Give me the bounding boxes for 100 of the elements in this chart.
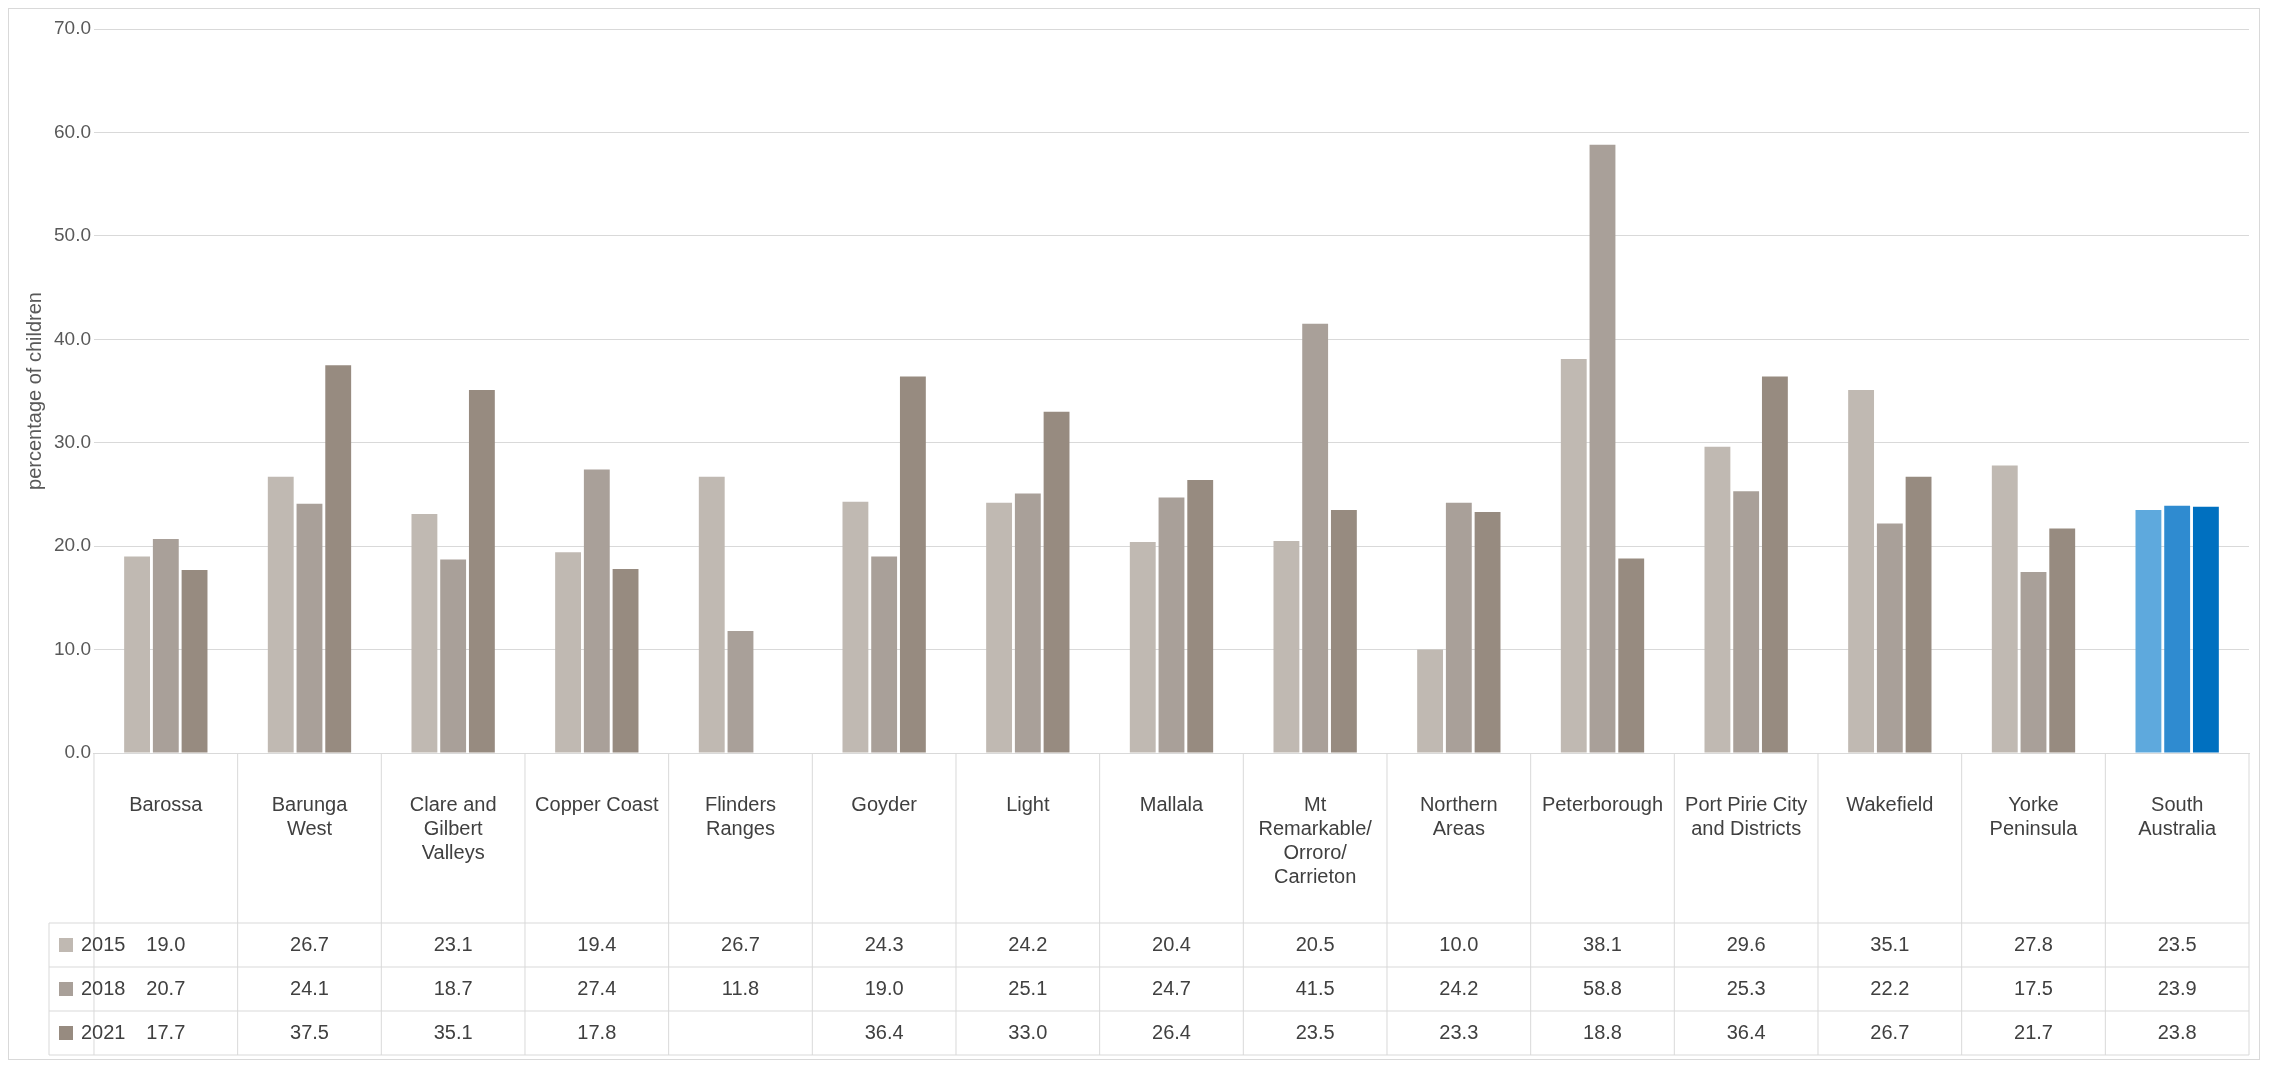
data-label: 26.7 [290,932,329,955]
y-tick-label: 10.0 [54,637,91,659]
data-label: 25.1 [1008,976,1048,999]
x-tick-label: Barossa [129,792,204,815]
y-tick-label: 50.0 [54,224,91,246]
y-tick-label: 20.0 [54,534,91,556]
y-tick-label: 0.0 [64,741,91,763]
bar [583,469,610,753]
bar [698,476,725,753]
data-label: 27.4 [577,976,617,999]
bar [1618,558,1645,753]
bar [1330,509,1357,753]
bar [899,376,926,753]
bar [2049,528,2076,753]
data-label: 20.5 [1295,932,1335,955]
bar [1876,523,1903,753]
bar [1129,542,1156,753]
bar [1704,446,1731,753]
bar [1273,540,1300,753]
bar [152,538,179,753]
legend-label: 2015 [81,932,126,955]
x-tick-label: Flinders Ranges [704,792,777,839]
bar [1905,476,1932,753]
data-label: 36.4 [1726,1020,1766,1043]
data-label: 17.7 [146,1020,186,1043]
x-tick-label: Light [1006,792,1050,815]
bar [555,552,582,753]
bar [2135,509,2162,753]
data-label: 20.4 [1152,932,1191,955]
data-label: 26.4 [1152,1020,1191,1043]
bar [1043,411,1070,753]
bar [124,556,151,753]
data-label: 38.1 [1583,932,1622,955]
y-tick-label: 70.0 [54,17,91,39]
data-label: 23.5 [1295,1020,1335,1043]
bar [871,556,898,753]
data-label: 18.7 [433,976,473,999]
legend-label: 2018 [81,976,126,999]
data-label: 41.5 [1295,976,1335,999]
data-label: 22.2 [1870,976,1910,999]
x-tick-label: Mt Remarkable/ Orroro/ Carrieton [1258,792,1373,887]
data-label: 29.6 [1726,932,1766,955]
bar [325,365,352,753]
bar [296,503,323,753]
x-tick-label: Barunga West [271,792,349,839]
bar [1589,144,1616,753]
bar [181,569,208,753]
data-label: 23.9 [2157,976,2197,999]
bar [612,568,639,753]
bar [1187,479,1214,753]
bar [1445,502,1472,753]
bar [1302,323,1329,753]
data-label: 23.5 [2157,932,2197,955]
data-label: 26.7 [1870,1020,1910,1043]
data-label: 26.7 [721,932,760,955]
bar [2164,505,2191,753]
data-label: 19.0 [146,932,186,955]
bar [1991,465,2018,753]
bar [468,389,495,753]
data-label: 17.8 [577,1020,617,1043]
x-tick-label: Peterborough [1541,792,1664,815]
data-label: 24.3 [864,932,904,955]
x-tick-label: Northern Areas [1419,792,1498,839]
data-label: 19.0 [864,976,904,999]
data-label: 23.1 [433,932,473,955]
bar [1014,493,1041,753]
x-tick-label: Clare and Gilbert Valleys [409,792,497,863]
y-axis-title: percentage of children [22,292,45,490]
y-tick-label: 60.0 [54,120,91,142]
data-label: 35.1 [433,1020,473,1043]
legend-label: 2021 [81,1020,126,1043]
bar [2192,506,2219,753]
x-tick-label: Mallala [1139,792,1205,815]
bar [1733,491,1760,753]
data-label: 23.8 [2157,1020,2197,1043]
bar [267,476,294,753]
x-tick-label: Port Pirie City and Districts [1685,792,1808,839]
bar [842,501,869,753]
x-tick-label: Wakefield [1846,792,1934,815]
bar [727,630,754,753]
data-label: 33.0 [1008,1020,1048,1043]
data-label: 24.2 [1008,932,1048,955]
data-label: 24.1 [290,976,329,999]
x-tick-label: Goyder [851,792,918,815]
data-label: 27.8 [2014,932,2053,955]
y-tick-label: 40.0 [54,327,91,349]
data-label: 24.2 [1439,976,1479,999]
data-label: 20.7 [146,976,186,999]
y-tick-label: 30.0 [54,430,91,452]
data-label: 25.3 [1726,976,1766,999]
x-tick-label: South Australia [2138,792,2217,839]
bar [1848,389,1875,753]
data-label: 10.0 [1439,932,1479,955]
bar [2020,572,2047,753]
bar [1158,497,1185,753]
data-label: 37.5 [290,1020,329,1043]
bar [411,514,438,753]
data-label: 21.7 [2014,1020,2053,1043]
bar [1417,649,1444,753]
data-label: 35.1 [1870,932,1910,955]
